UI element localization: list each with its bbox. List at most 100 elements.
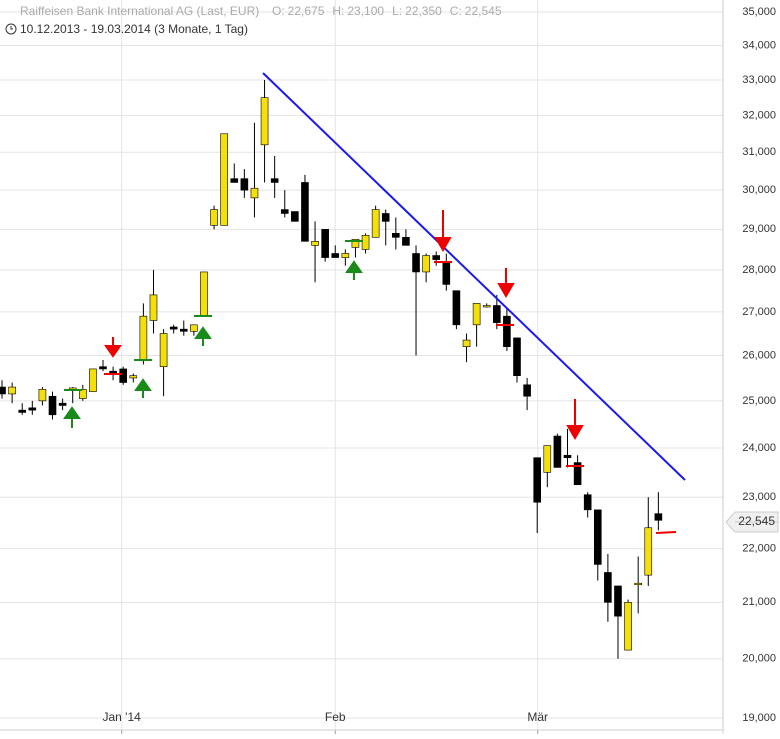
candle-body bbox=[412, 253, 420, 273]
header-value: 22,545 bbox=[465, 4, 502, 18]
sell-arrow bbox=[104, 337, 122, 358]
candle-body bbox=[220, 133, 228, 226]
candle-body bbox=[351, 239, 360, 248]
sell-arrow bbox=[566, 399, 584, 440]
y-tick-label: 28,000 bbox=[742, 264, 776, 276]
candle-body bbox=[361, 235, 370, 250]
candles-layer bbox=[0, 79, 663, 659]
sell-arrow bbox=[434, 210, 452, 252]
buy-arrow bbox=[345, 260, 363, 280]
candle-body bbox=[311, 241, 319, 246]
buy-arrow bbox=[134, 378, 152, 398]
x-tick-label: Mär bbox=[527, 710, 548, 724]
candle-body bbox=[563, 454, 572, 458]
y-tick-label: 23,000 bbox=[742, 491, 776, 503]
candle-body bbox=[200, 271, 208, 317]
candle-body bbox=[422, 255, 430, 273]
candle-body bbox=[654, 513, 663, 521]
header-label: O: bbox=[272, 4, 285, 18]
candle-body bbox=[58, 402, 67, 406]
candle-body bbox=[634, 582, 642, 586]
y-tick-label: 22,000 bbox=[742, 542, 776, 554]
candle-body bbox=[139, 315, 148, 361]
x-tick-label: Jan '14 bbox=[103, 710, 142, 724]
candle-body bbox=[18, 409, 27, 413]
y-tick-label: 21,000 bbox=[742, 596, 776, 608]
y-tick-label: 27,000 bbox=[742, 306, 776, 318]
candle-body bbox=[260, 97, 269, 146]
buy-arrow bbox=[194, 326, 212, 346]
header-value: 22,350 bbox=[405, 4, 442, 18]
sell-signal-line bbox=[655, 531, 677, 534]
y-tick-label: 19,000 bbox=[742, 712, 776, 724]
candle-body bbox=[301, 182, 309, 242]
header-value: 22,675 bbox=[288, 4, 325, 18]
candle-body bbox=[38, 389, 47, 402]
candle-body bbox=[149, 294, 158, 321]
candle-body bbox=[493, 305, 501, 323]
candle-body bbox=[442, 261, 451, 285]
x-tick-label: Feb bbox=[325, 710, 346, 724]
candle-body bbox=[159, 333, 168, 367]
candle-body bbox=[503, 315, 511, 347]
candle-body bbox=[523, 384, 531, 397]
y-tick-label: 24,000 bbox=[742, 442, 776, 454]
candle-body bbox=[0, 386, 6, 395]
candle-body bbox=[89, 368, 97, 392]
y-tick-label: 34,000 bbox=[742, 39, 776, 51]
candle-body bbox=[341, 253, 350, 258]
candle-body bbox=[79, 389, 87, 399]
candle-body bbox=[119, 368, 127, 383]
candle-body bbox=[28, 407, 37, 411]
candle-body bbox=[482, 305, 491, 308]
candle-body bbox=[432, 255, 441, 260]
candle-body bbox=[8, 386, 16, 395]
candle-body bbox=[573, 462, 582, 486]
header-label: L: bbox=[392, 4, 402, 18]
trend-line bbox=[262, 72, 686, 481]
candle-body bbox=[230, 178, 239, 183]
candle-body bbox=[321, 229, 329, 258]
candle-body bbox=[48, 395, 57, 416]
header-label: C: bbox=[450, 4, 462, 18]
candle-body bbox=[240, 178, 249, 191]
y-tick-label: 32,000 bbox=[742, 109, 776, 121]
candle-body bbox=[462, 339, 471, 347]
candle-body bbox=[402, 237, 410, 246]
y-tick-label: 33,000 bbox=[742, 74, 776, 86]
candle-body bbox=[179, 328, 188, 332]
candle-body bbox=[280, 209, 289, 214]
candle-body bbox=[169, 326, 178, 330]
candle-body bbox=[270, 178, 279, 183]
clock-hand bbox=[10, 26, 13, 30]
price-tag-label: 22,545 bbox=[738, 514, 775, 528]
candle-body bbox=[513, 337, 521, 376]
price-tag-box bbox=[725, 511, 779, 533]
candle-body bbox=[190, 324, 198, 332]
header: Raiffeisen Bank International AG (Last, … bbox=[5, 4, 502, 36]
candle-body bbox=[604, 572, 612, 603]
y-tick-label: 26,000 bbox=[742, 349, 776, 361]
candle-body bbox=[291, 211, 299, 222]
y-tick-label: 25,000 bbox=[742, 395, 776, 407]
candle-body bbox=[533, 457, 542, 503]
candle-body bbox=[331, 253, 340, 258]
candle-body bbox=[99, 366, 107, 370]
subtitle: 10.12.2013 - 19.03.2014 (3 Monate, 1 Tag… bbox=[20, 22, 248, 36]
sell-arrow bbox=[497, 268, 515, 298]
candle-body bbox=[593, 509, 602, 565]
header-value: 23,100 bbox=[347, 4, 384, 18]
candle-body bbox=[472, 303, 481, 326]
candle-body bbox=[553, 435, 562, 468]
candle-body bbox=[624, 602, 632, 651]
candle-body bbox=[543, 445, 552, 473]
header-label: H: bbox=[332, 4, 344, 18]
chart-title: Raiffeisen Bank International AG (Last, … bbox=[20, 4, 259, 18]
y-tick-label: 31,000 bbox=[742, 146, 776, 158]
clock-icon bbox=[5, 23, 17, 35]
y-tick-label: 30,000 bbox=[742, 184, 776, 196]
candle-body bbox=[614, 585, 622, 617]
